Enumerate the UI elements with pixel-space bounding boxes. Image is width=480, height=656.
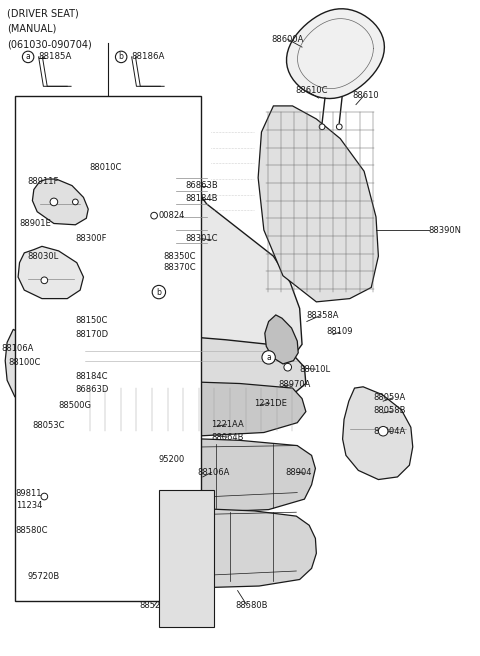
Text: 88030L: 88030L xyxy=(28,252,59,260)
Text: 88300F: 88300F xyxy=(75,234,107,243)
Text: 88100C: 88100C xyxy=(9,358,41,367)
Text: 88059A: 88059A xyxy=(373,394,406,402)
Text: 88904: 88904 xyxy=(285,468,312,477)
Circle shape xyxy=(116,51,127,63)
FancyBboxPatch shape xyxy=(159,490,214,627)
Text: 1231DE: 1231DE xyxy=(254,399,287,407)
Circle shape xyxy=(41,493,48,500)
Text: 88600A: 88600A xyxy=(271,35,303,44)
Text: 88301C: 88301C xyxy=(185,234,217,243)
Polygon shape xyxy=(287,9,384,98)
Text: 88370C: 88370C xyxy=(164,264,196,272)
Polygon shape xyxy=(5,329,59,411)
Text: 95720B: 95720B xyxy=(28,572,60,581)
Text: (MANUAL): (MANUAL) xyxy=(7,24,57,34)
Text: 88010L: 88010L xyxy=(300,365,331,374)
Text: 88150C: 88150C xyxy=(75,316,108,325)
Text: (061030-090704): (061030-090704) xyxy=(7,39,92,49)
Circle shape xyxy=(152,285,166,298)
Text: 88520G: 88520G xyxy=(140,601,173,610)
Text: 88170D: 88170D xyxy=(75,330,108,339)
Text: 88350C: 88350C xyxy=(164,252,196,260)
Text: 88610: 88610 xyxy=(352,91,379,100)
Circle shape xyxy=(378,426,388,436)
Text: 88610C: 88610C xyxy=(295,87,327,95)
FancyBboxPatch shape xyxy=(15,96,201,601)
Text: 88184B: 88184B xyxy=(185,194,217,203)
Text: 1221AA: 1221AA xyxy=(211,420,244,429)
Text: a: a xyxy=(26,52,31,62)
Text: 88109: 88109 xyxy=(326,327,352,337)
Text: b: b xyxy=(156,287,161,297)
Text: 88106A: 88106A xyxy=(197,468,229,477)
Text: 88911F: 88911F xyxy=(28,176,59,186)
Text: 89811: 89811 xyxy=(16,489,42,498)
Text: a: a xyxy=(266,353,271,362)
Text: 88390N: 88390N xyxy=(429,226,461,234)
Circle shape xyxy=(151,213,157,219)
Polygon shape xyxy=(24,508,316,588)
Circle shape xyxy=(336,124,342,130)
Polygon shape xyxy=(69,315,306,403)
Text: 88901E: 88901E xyxy=(20,219,51,228)
Circle shape xyxy=(284,363,291,371)
Polygon shape xyxy=(72,382,306,436)
Text: 88970A: 88970A xyxy=(278,380,311,389)
Text: 88106A: 88106A xyxy=(1,344,34,354)
Circle shape xyxy=(23,51,34,63)
Polygon shape xyxy=(343,387,413,480)
Text: 88064B: 88064B xyxy=(211,432,244,441)
Text: 88058B: 88058B xyxy=(373,407,406,415)
Text: 86863B: 86863B xyxy=(185,181,218,190)
Text: 88580B: 88580B xyxy=(235,601,268,610)
Polygon shape xyxy=(33,179,88,225)
Text: 88500G: 88500G xyxy=(59,401,92,409)
Text: 95200: 95200 xyxy=(159,455,185,464)
Circle shape xyxy=(319,124,325,130)
Polygon shape xyxy=(37,438,315,512)
Polygon shape xyxy=(18,247,84,298)
Text: 86863D: 86863D xyxy=(75,385,109,394)
Circle shape xyxy=(262,351,276,364)
Text: 00824: 00824 xyxy=(159,211,185,220)
Text: 88904A: 88904A xyxy=(373,426,406,436)
Polygon shape xyxy=(265,315,298,364)
Text: 88186A: 88186A xyxy=(132,52,165,62)
Text: 88053C: 88053C xyxy=(33,422,65,430)
Text: 88358A: 88358A xyxy=(307,311,339,320)
Text: b: b xyxy=(119,52,124,62)
Text: 11234: 11234 xyxy=(16,501,42,510)
Circle shape xyxy=(41,277,48,283)
Text: 88580C: 88580C xyxy=(16,526,48,535)
Text: 88184C: 88184C xyxy=(75,372,108,381)
Polygon shape xyxy=(129,106,302,367)
Circle shape xyxy=(50,198,58,206)
Polygon shape xyxy=(258,106,378,302)
Circle shape xyxy=(72,199,78,205)
Text: 88185A: 88185A xyxy=(38,52,72,62)
Text: 88010C: 88010C xyxy=(90,163,122,173)
Text: (DRIVER SEAT): (DRIVER SEAT) xyxy=(7,8,79,18)
